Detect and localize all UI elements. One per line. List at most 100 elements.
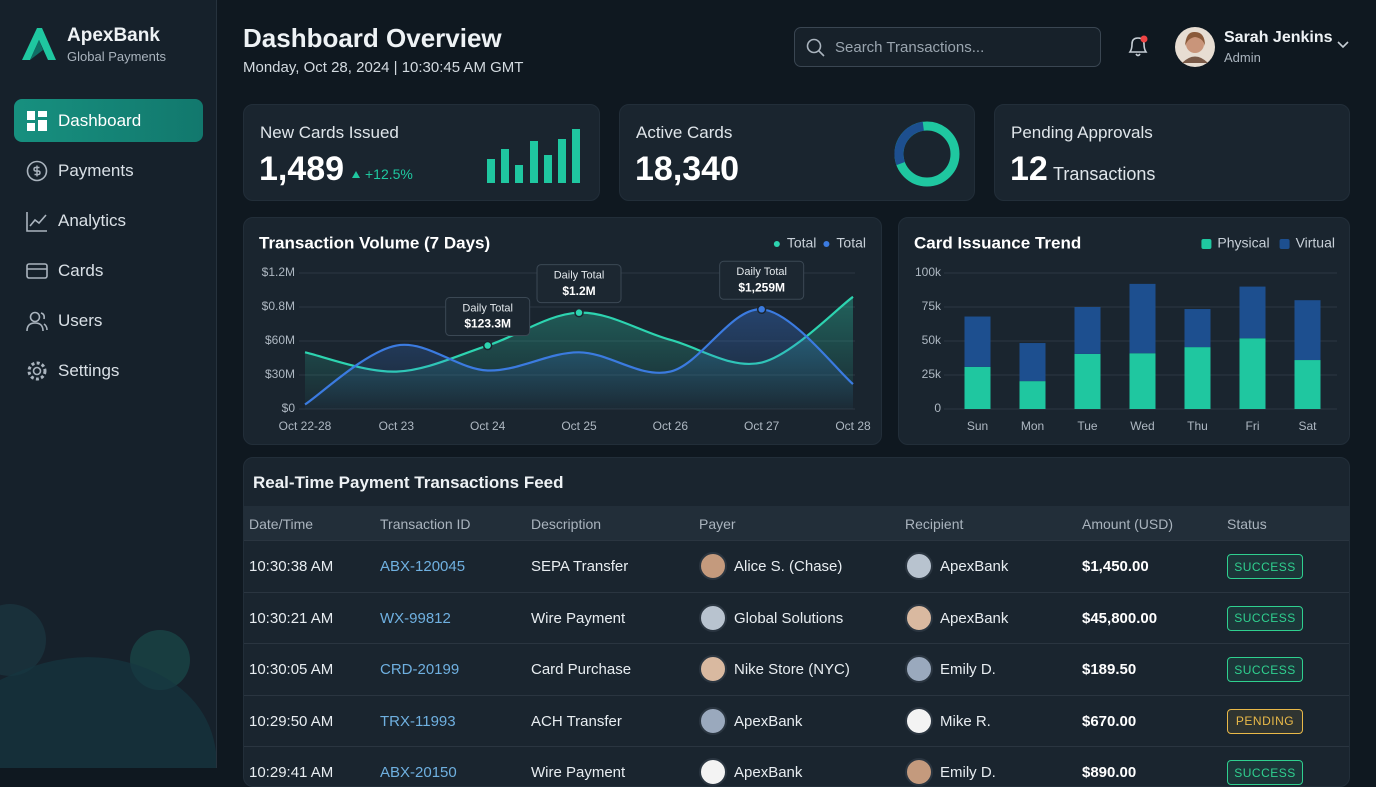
nav-label: Settings: [58, 360, 120, 380]
cell: ApexBank: [940, 558, 1009, 575]
kpi-label: New Cards Issued: [260, 123, 399, 142]
kpi-value: 12: [1010, 150, 1048, 188]
kpi-value: 1,489: [259, 150, 345, 188]
cell: Wire Payment: [531, 764, 626, 782]
table-row[interactable]: 10:30:21 AM WX-99812 Wire Payment Global So…: [244, 591, 1349, 644]
transactions-table: Real-Time Payment Transactions Feed Date…: [243, 457, 1350, 787]
nav-label: Payments: [58, 160, 134, 180]
column-header: Date/Time: [249, 516, 314, 532]
cell: $45,800.00: [1082, 609, 1158, 627]
tagline: Global Payments: [67, 49, 166, 64]
avatar: [699, 603, 727, 632]
cell: WX-99812: [380, 609, 451, 627]
cell: ApexBank: [734, 712, 803, 730]
chart-card: [898, 217, 1350, 445]
cell: $890.00: [1082, 764, 1137, 782]
nav-item[interactable]: Settings: [14, 349, 203, 392]
nav-item[interactable]: Payments: [14, 149, 203, 192]
page-title: Dashboard Overview: [243, 23, 502, 53]
cell: 10:30:05 AM: [249, 661, 334, 679]
cell: 10:30:21 AM: [249, 609, 334, 627]
avatar: [699, 552, 727, 580]
avatar: [905, 706, 933, 735]
search-box[interactable]: Search Transactions...: [794, 27, 1101, 67]
nav-item[interactable]: Users: [14, 299, 203, 342]
cell: Emily D.: [940, 661, 996, 679]
avatar: [905, 655, 933, 684]
cell: Nike Store (NYC): [734, 661, 850, 679]
cell: TRX-11993: [380, 712, 456, 730]
avatar: [905, 552, 933, 580]
column-header: Status: [1227, 516, 1267, 532]
search-placeholder: Search Transactions...: [835, 39, 985, 56]
nav-item[interactable]: Dashboard: [14, 99, 203, 142]
kpi-card: Active Cards 18,340: [619, 104, 975, 201]
table-header: [244, 506, 1349, 540]
nav-item[interactable]: Cards: [14, 249, 203, 292]
cell: 10:29:41 AM: [249, 764, 334, 782]
cell: $189.50: [1082, 661, 1137, 679]
cell: $1,450.00: [1082, 558, 1149, 575]
user-role: Admin: [1224, 50, 1261, 65]
status-badge: SUCCESS: [1227, 760, 1303, 786]
chart-card: [243, 217, 882, 445]
nav-label: Users: [58, 310, 103, 330]
table-row[interactable]: 10:29:50 AM TRX-11993 ACH Transfer ApexBank…: [244, 694, 1349, 747]
decoration: [0, 604, 216, 768]
status-badge: SUCCESS: [1227, 605, 1303, 631]
status-badge: PENDING: [1227, 708, 1303, 734]
kpi-card: New Cards Issued 1,489 +12.5%: [243, 104, 600, 201]
column-header: Transaction ID: [380, 516, 471, 532]
user-avatar[interactable]: [1174, 26, 1216, 68]
sidebar: ApexBank Global Payments Dashboard Payme…: [0, 0, 217, 768]
status-badge: SUCCESS: [1227, 657, 1303, 683]
cell: Mike R.: [940, 712, 991, 730]
kpi-change: +12.5%: [365, 166, 413, 182]
column-header: Description: [531, 516, 602, 532]
cell: ApexBank: [940, 609, 1009, 627]
cell: 10:30:38 AM: [249, 558, 334, 575]
kpi-label: Pending Approvals: [1011, 123, 1153, 142]
avatar: [699, 655, 727, 684]
avatar: [699, 706, 727, 735]
column-header: Recipient: [905, 516, 964, 532]
cell: Alice S. (Chase): [734, 558, 843, 575]
cell: SEPA Transfer: [531, 558, 629, 575]
up-arrow: [352, 171, 360, 178]
nav-label: Analytics: [58, 210, 127, 230]
cell: Emily D.: [940, 764, 996, 782]
cell: ABX-120045: [380, 558, 466, 575]
notification-bell[interactable]: [1126, 34, 1150, 60]
status-badge: SUCCESS: [1227, 554, 1303, 579]
avatar: [699, 758, 727, 786]
user-name: Sarah Jenkins: [1224, 29, 1333, 46]
avatar: [905, 758, 933, 786]
datetime: Monday, Oct 28, 2024 | 10:30:45 AM GMT: [243, 59, 524, 76]
table-row[interactable]: 10:29:41 AM ABX-20150 Wire Payment ApexBank…: [244, 746, 1349, 786]
column-header: Payer: [699, 516, 736, 532]
table-row[interactable]: 10:30:38 AM ABX-120045 SEPA Transfer Alice …: [244, 540, 1349, 592]
cell: CRD-20199: [380, 661, 460, 679]
avatar: [905, 603, 933, 632]
table-row[interactable]: 10:30:05 AM CRD-20199 Card Purchase Nike St…: [244, 643, 1349, 695]
cell: $670.00: [1082, 712, 1137, 730]
nav-item[interactable]: Analytics: [14, 199, 203, 242]
cell: 10:29:50 AM: [249, 712, 334, 730]
nav-label: Cards: [58, 260, 104, 280]
cell: Card Purchase: [531, 661, 632, 679]
cell: Global Solutions: [734, 609, 844, 627]
kpi-unit: Transactions: [1053, 164, 1156, 184]
cell: Wire Payment: [531, 609, 626, 627]
cell: ApexBank: [734, 764, 803, 782]
cell: ABX-20150: [380, 764, 457, 782]
cell: ACH Transfer: [531, 712, 622, 730]
logo: [22, 28, 56, 60]
kpi-value: 18,340: [635, 150, 739, 188]
table-title: Real-Time Payment Transactions Feed: [253, 473, 564, 492]
kpi-label: Active Cards: [636, 123, 733, 142]
nav-label: Dashboard: [58, 110, 142, 130]
user-menu-chevron[interactable]: [1336, 40, 1350, 50]
column-header: Amount (USD): [1082, 516, 1174, 532]
mini-bars: [487, 129, 580, 183]
